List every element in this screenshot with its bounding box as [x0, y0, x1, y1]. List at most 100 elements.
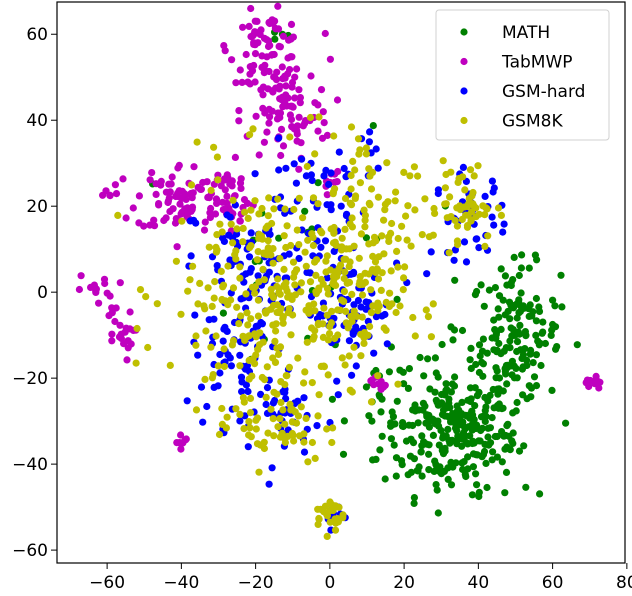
scatter-point	[293, 226, 301, 234]
scatter-point	[318, 229, 326, 237]
scatter-point	[427, 248, 435, 256]
scatter-point	[476, 352, 484, 360]
scatter-point	[312, 271, 320, 279]
scatter-point	[247, 242, 255, 250]
scatter-point	[381, 310, 389, 319]
scatter-point	[367, 286, 375, 294]
scatter-point	[199, 418, 207, 426]
scatter-point	[381, 475, 389, 483]
scatter-point	[398, 222, 406, 230]
scatter-point	[247, 33, 255, 41]
scatter-point	[362, 234, 370, 242]
scatter-point	[501, 489, 509, 497]
scatter-point	[516, 307, 525, 315]
scatter-point	[404, 384, 412, 392]
scatter-point	[381, 200, 389, 208]
scatter-point	[523, 395, 531, 403]
scatter-point	[370, 381, 378, 389]
scatter-point	[315, 391, 323, 399]
scatter-point	[429, 431, 437, 439]
scatter-point	[312, 290, 320, 298]
scatter-point	[275, 234, 283, 242]
series-math	[149, 28, 581, 517]
scatter-point	[177, 445, 185, 453]
scatter-point	[497, 350, 505, 358]
scatter-point	[376, 446, 384, 454]
scatter-point	[488, 456, 496, 464]
scatter-point	[434, 509, 442, 517]
scatter-point	[469, 437, 477, 445]
scatter-point	[475, 244, 483, 252]
scatter-point	[432, 481, 440, 489]
scatter-point	[191, 311, 199, 319]
scatter-point	[495, 313, 503, 321]
scatter-point	[308, 438, 316, 447]
scatter-point	[377, 408, 385, 416]
scatter-point	[289, 258, 298, 266]
scatter-point	[358, 313, 366, 321]
scatter-point	[370, 349, 378, 357]
scatter-point	[508, 371, 516, 379]
scatter-point	[235, 107, 243, 115]
scatter-point	[279, 314, 287, 323]
scatter-point	[328, 395, 336, 403]
scatter-point	[247, 433, 255, 441]
scatter-point	[372, 145, 380, 153]
scatter-point	[187, 252, 195, 260]
scatter-point	[442, 170, 450, 179]
scatter-point	[551, 323, 560, 331]
scatter-point	[446, 193, 454, 201]
scatter-point	[218, 295, 226, 304]
scatter-point	[361, 223, 369, 231]
scatter-point	[492, 374, 500, 382]
scatter-point	[240, 196, 249, 204]
scatter-point	[99, 191, 107, 199]
scatter-point	[238, 378, 246, 386]
scatter-point	[431, 354, 439, 362]
scatter-point	[443, 385, 451, 394]
scatter-point	[481, 440, 489, 448]
scatter-point	[247, 265, 255, 273]
scatter-point	[311, 454, 319, 462]
scatter-point	[246, 131, 254, 139]
scatter-point	[345, 262, 353, 271]
scatter-point	[228, 341, 236, 349]
x-tick-label: −20	[238, 573, 274, 593]
scatter-point	[532, 294, 541, 303]
scatter-point	[267, 285, 275, 293]
scatter-point	[196, 279, 204, 287]
scatter-point	[517, 289, 525, 297]
scatter-point	[172, 215, 180, 223]
scatter-point	[277, 151, 285, 160]
scatter-point	[366, 128, 374, 136]
scatter-point	[314, 127, 322, 135]
scatter-point	[470, 172, 478, 180]
scatter-point	[449, 336, 457, 344]
axes	[56, 1, 626, 564]
scatter-point	[533, 256, 541, 264]
scatter-point	[314, 179, 322, 187]
scatter-point	[509, 439, 517, 447]
scatter-point	[153, 300, 161, 308]
scatter-point	[288, 53, 296, 61]
scatter-point	[505, 298, 514, 306]
scatter-point	[213, 153, 221, 161]
scatter-point	[463, 412, 471, 420]
scatter-point	[348, 214, 356, 222]
scatter-point	[478, 424, 486, 432]
scatter-point	[155, 201, 163, 209]
scatter-point	[295, 254, 303, 263]
scatter-point	[513, 347, 521, 356]
scatter-point	[441, 447, 449, 455]
scatter-point	[480, 447, 489, 456]
scatter-point	[348, 371, 356, 379]
scatter-point	[558, 303, 566, 311]
scatter-point	[525, 382, 533, 390]
y-tick-label: 20	[26, 197, 48, 217]
scatter-point	[251, 360, 259, 368]
scatter-point	[256, 30, 264, 39]
scatter-point	[341, 225, 349, 233]
scatter-point	[271, 35, 279, 43]
scatter-point	[87, 283, 95, 291]
scatter-point	[526, 350, 534, 358]
